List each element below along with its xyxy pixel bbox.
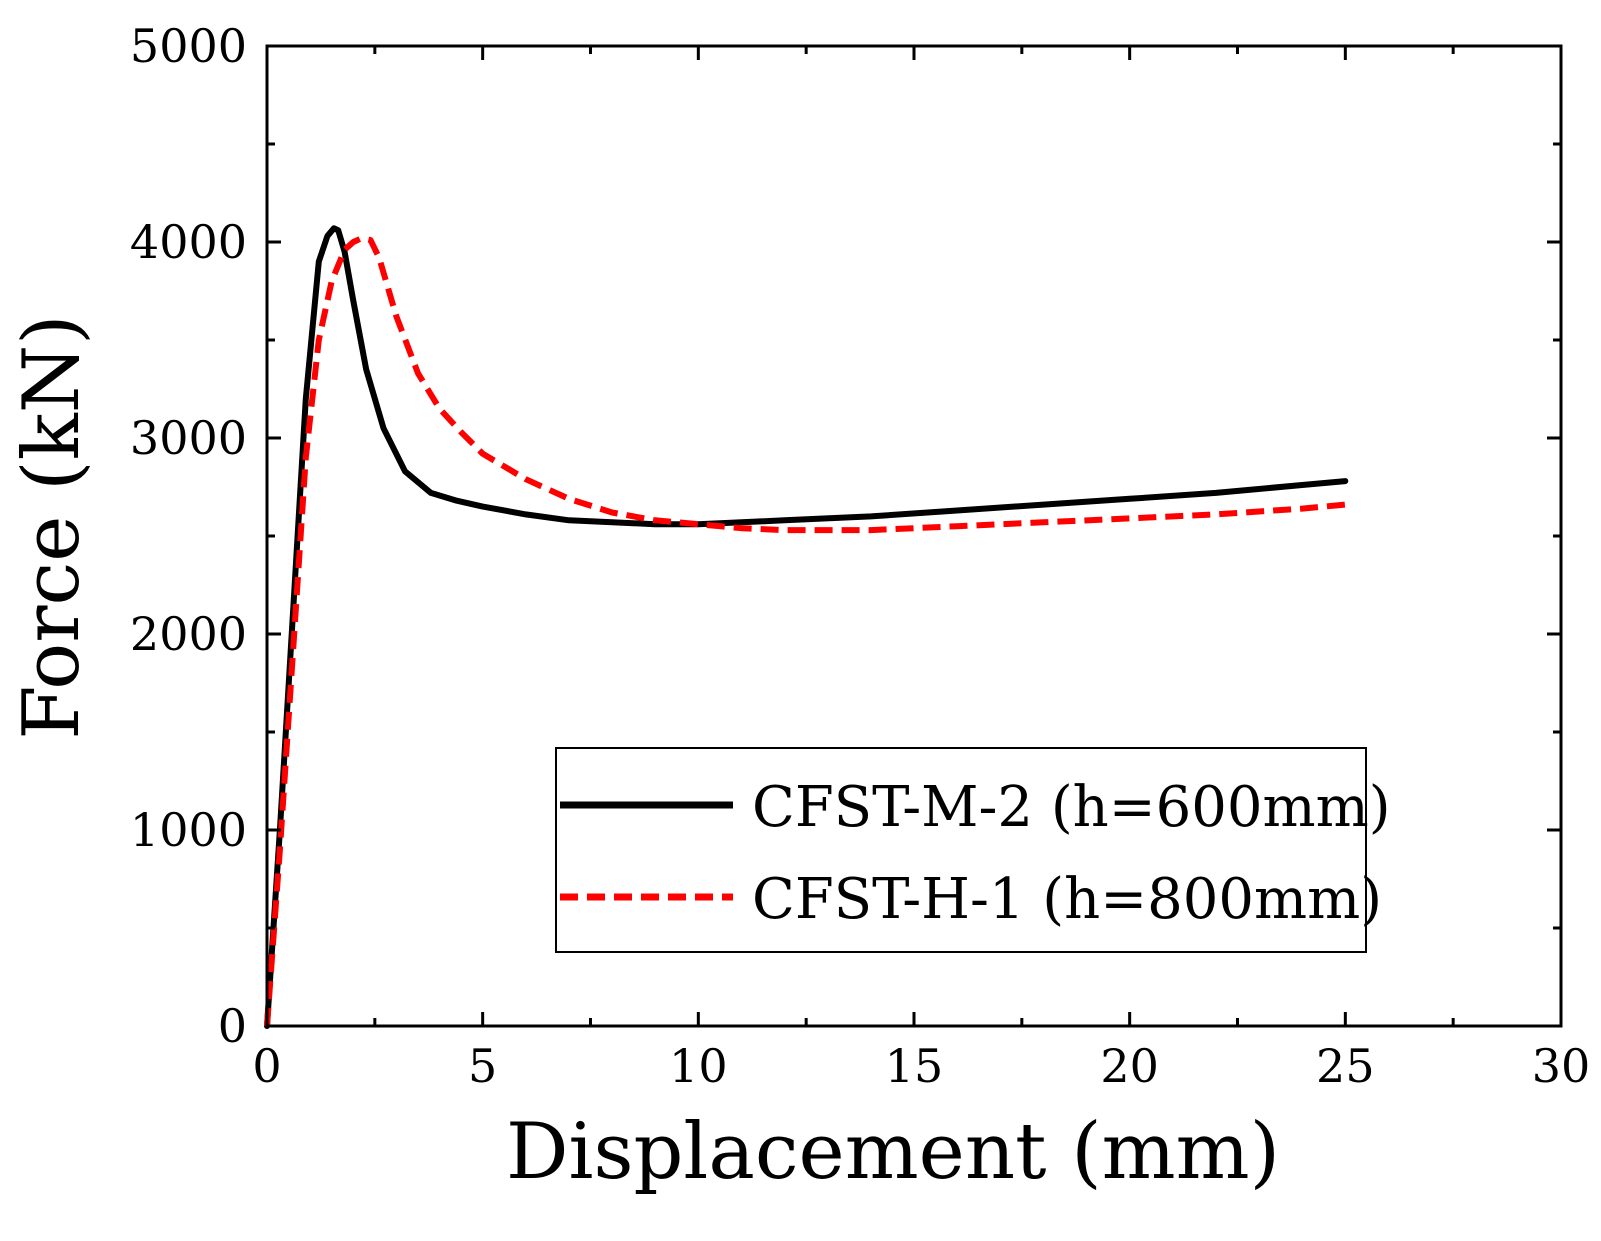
x-tick-label: 25	[1316, 1039, 1375, 1093]
x-tick-label: 20	[1100, 1039, 1159, 1093]
legend-box	[555, 747, 1367, 953]
x-tick-label: 30	[1532, 1039, 1591, 1093]
x-axis-ticks: 0 5 10 15 20 25 30	[252, 46, 1590, 1093]
x-axis-label: Displacement (mm)	[506, 1107, 1280, 1197]
y-tick-label: 1000	[130, 803, 247, 857]
y-tick-label: 0	[218, 999, 247, 1053]
y-tick-label: 5000	[130, 19, 247, 73]
legend-label-cfst-h-1: CFST-H-1 (h=800mm)	[752, 867, 1382, 932]
legend: CFST-M-2 (h=600mm) CFST-H-1 (h=800mm)	[555, 747, 1391, 953]
x-tick-label: 15	[885, 1039, 944, 1093]
y-tick-label: 4000	[130, 215, 247, 269]
x-tick-label: 0	[252, 1039, 281, 1093]
y-tick-label: 2000	[130, 607, 247, 661]
y-axis-label: Force (kN)	[7, 314, 97, 739]
x-tick-label: 5	[468, 1039, 497, 1093]
y-tick-label: 3000	[130, 411, 247, 465]
x-tick-label: 10	[669, 1039, 728, 1093]
series-layer	[264, 225, 1349, 1029]
y-axis-ticks: 0 1000 2000 3000 4000 5000	[130, 19, 1561, 1053]
series-line-cfst-h-1	[264, 235, 1346, 1027]
series-line-cfst-m-2	[264, 225, 1349, 1029]
legend-label-cfst-m-2: CFST-M-2 (h=600mm)	[752, 775, 1391, 840]
